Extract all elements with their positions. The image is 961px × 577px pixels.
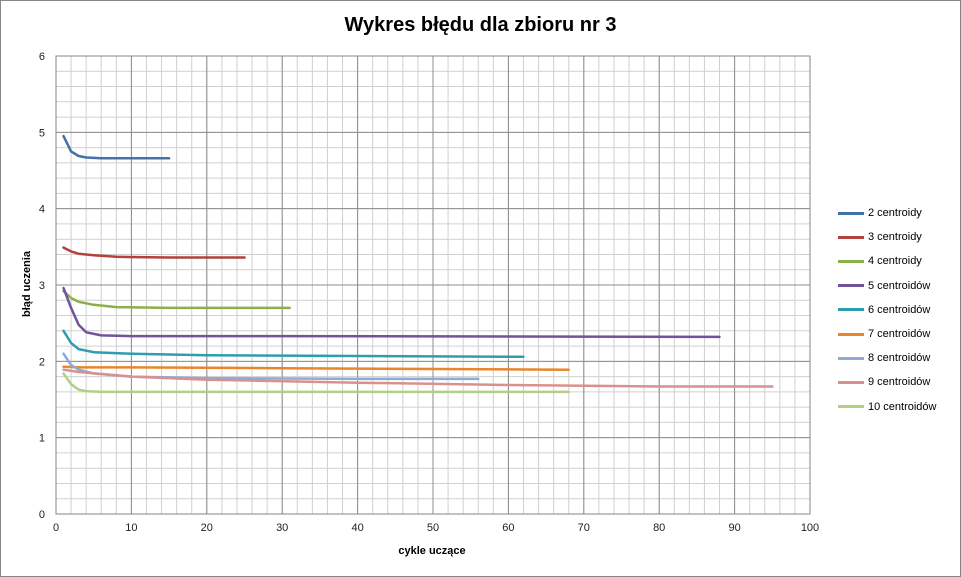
plot-area bbox=[55, 55, 811, 515]
legend-item: 6 centroidów bbox=[838, 298, 937, 322]
series-line bbox=[62, 246, 246, 259]
x-tick-label: 30 bbox=[276, 522, 288, 534]
legend-swatch bbox=[838, 284, 864, 288]
legend-item: 2 centroidy bbox=[838, 201, 937, 225]
x-tick-label: 0 bbox=[53, 522, 59, 534]
legend-item: 7 centroidów bbox=[838, 322, 937, 346]
legend-label: 4 centroidy bbox=[868, 255, 922, 268]
legend-swatch bbox=[838, 356, 864, 360]
x-tick-label: 60 bbox=[502, 522, 514, 534]
x-tick-label: 10 bbox=[125, 522, 137, 534]
legend-swatch bbox=[838, 259, 864, 263]
series-line bbox=[62, 289, 291, 310]
series-line bbox=[62, 368, 774, 388]
y-tick-label: 5 bbox=[39, 127, 45, 139]
series-line bbox=[62, 134, 171, 160]
legend-label: 2 centroidy bbox=[868, 207, 922, 220]
x-tick-label: 70 bbox=[578, 522, 590, 534]
x-tick-label: 20 bbox=[201, 522, 213, 534]
x-tick-label: 80 bbox=[653, 522, 665, 534]
legend-swatch bbox=[838, 211, 864, 215]
y-tick-label: 4 bbox=[39, 204, 45, 216]
y-tick-label: 2 bbox=[39, 356, 45, 368]
series-line bbox=[62, 372, 570, 394]
series-line bbox=[62, 329, 525, 359]
y-tick-label: 0 bbox=[39, 509, 45, 521]
legend-label: 9 centroidów bbox=[868, 376, 931, 389]
legend-label: 3 centroidy bbox=[868, 231, 922, 244]
tick-labels: 0 10 20 30 40 50 60 70 80 90 100 0 1 2 3 4 5 6 bbox=[39, 51, 819, 534]
x-tick-label: 90 bbox=[728, 522, 740, 534]
x-tick-label: 50 bbox=[427, 522, 439, 534]
legend-item: 10 centroidów bbox=[838, 395, 937, 419]
legend-label: 5 centroidów bbox=[868, 279, 931, 292]
legend-item: 4 centroidy bbox=[838, 249, 937, 273]
legend-swatch bbox=[838, 308, 864, 312]
y-tick-label: 6 bbox=[39, 51, 45, 63]
legend-label: 8 centroidów bbox=[868, 352, 931, 365]
x-axis-label: cykle uczące bbox=[398, 545, 465, 557]
legend-label: 7 centroidów bbox=[868, 328, 931, 341]
legend: 2 centroidy 3 centroidy 4 centroidy 5 centr… bbox=[838, 201, 937, 419]
legend-swatch bbox=[838, 380, 864, 384]
legend-label: 6 centroidów bbox=[868, 303, 931, 316]
legend-item: 5 centroidów bbox=[838, 274, 937, 298]
legend-swatch bbox=[838, 405, 864, 409]
series-line bbox=[62, 286, 721, 339]
legend-swatch bbox=[838, 332, 864, 336]
legend-item: 8 centroidów bbox=[838, 346, 937, 370]
y-tick-label: 1 bbox=[39, 433, 45, 445]
legend-swatch bbox=[838, 235, 864, 239]
chart-title: Wykres błędu dla zbioru nr 3 bbox=[344, 14, 617, 36]
x-tick-label: 40 bbox=[351, 522, 363, 534]
x-tick-label: 100 bbox=[801, 522, 819, 534]
y-axis-label: błąd uczenia bbox=[21, 250, 33, 317]
y-tick-label: 3 bbox=[39, 280, 45, 292]
legend-item: 3 centroidy bbox=[838, 225, 937, 249]
legend-item: 9 centroidów bbox=[838, 370, 937, 394]
legend-label: 10 centroidów bbox=[868, 400, 937, 413]
grid bbox=[55, 55, 811, 515]
series-lines bbox=[62, 134, 774, 394]
